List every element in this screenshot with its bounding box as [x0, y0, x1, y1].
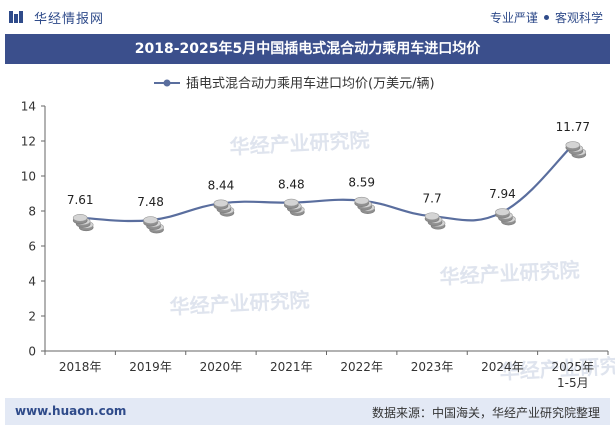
data-source: 数据来源：中国海关，华经产业研究院整理 [371, 406, 600, 420]
y-tick-label: 10 [21, 170, 36, 184]
coin-face [213, 199, 229, 208]
y-tick-label: 12 [21, 135, 36, 149]
website-link[interactable]: www.huaon.com [15, 404, 127, 418]
watermark-text: 华经产业研究院 [229, 128, 370, 159]
legend: 插电式混合动力乘用车进口均价(万美元/辆) [154, 76, 435, 92]
line-chart: 华经产业研究院华经产业研究院华经产业研究院华经产业研究院插电式混合动力乘用车进口… [21, 76, 615, 391]
coin-face [495, 208, 510, 216]
data-label: 8.59 [348, 176, 375, 190]
coin-face [424, 212, 440, 221]
slogan: 专业严谨 客观科学 [490, 9, 603, 26]
x-tick-label: 2018年 [59, 360, 102, 374]
title-bar: 2018-2025年5月中国插电式混合动力乘用车进口均价 [5, 34, 610, 64]
y-tick-label: 4 [28, 275, 36, 289]
footer-bar: www.huaon.com 数据来源：中国海关，华经产业研究院整理 [5, 398, 610, 425]
legend-marker [163, 79, 171, 87]
y-tick-label: 2 [28, 310, 36, 324]
coin-face [284, 198, 299, 207]
top-bar: 华经情报网 专业严谨 客观科学 [0, 0, 615, 34]
data-point [495, 208, 516, 226]
data-point [284, 198, 305, 216]
data-point [213, 199, 235, 217]
x-tick-label: 2025年 1-5月 [552, 360, 595, 390]
logo-icon [9, 11, 23, 23]
data-label: 7.61 [67, 193, 94, 207]
data-label: 11.77 [556, 120, 590, 134]
data-label: 7.94 [489, 187, 516, 201]
data-label: 7.7 [423, 191, 442, 205]
x-tick-label: 2019年 [129, 360, 172, 374]
x-tick-label: 2021年 [270, 360, 313, 374]
data-label: 7.48 [137, 195, 164, 209]
x-tick-label: 2022年 [340, 360, 383, 374]
data-label: 8.44 [208, 178, 235, 192]
y-tick-label: 14 [21, 100, 36, 114]
x-tick-label: 2023年 [411, 360, 454, 374]
coin-face [565, 141, 581, 149]
x-tick-label: 2020年 [200, 360, 243, 374]
y-tick-label: 8 [28, 205, 36, 219]
dot-icon [543, 15, 549, 20]
coin-face [72, 214, 88, 222]
data-label: 8.48 [278, 178, 305, 192]
coin-face [354, 196, 369, 205]
data-point [143, 216, 164, 234]
data-point [354, 196, 375, 214]
data-point [565, 141, 587, 159]
chart-title: 2018-2025年5月中国插电式混合动力乘用车进口均价 [134, 41, 481, 57]
slogan-left: 专业严谨 [489, 11, 538, 25]
coin-face [143, 216, 158, 224]
legend-label: 插电式混合动力乘用车进口均价(万美元/辆) [186, 76, 435, 92]
data-point [424, 212, 446, 230]
slogan-right: 客观科学 [554, 11, 603, 25]
watermark-text: 华经产业研究院 [439, 258, 580, 289]
y-tick-label: 0 [28, 345, 36, 359]
watermark-text: 华经产业研究院 [169, 288, 310, 319]
y-tick-label: 6 [28, 240, 36, 254]
brand-name: 华经情报网 [34, 12, 105, 27]
data-point [72, 214, 94, 232]
x-tick-label: 2024年 [481, 360, 524, 374]
